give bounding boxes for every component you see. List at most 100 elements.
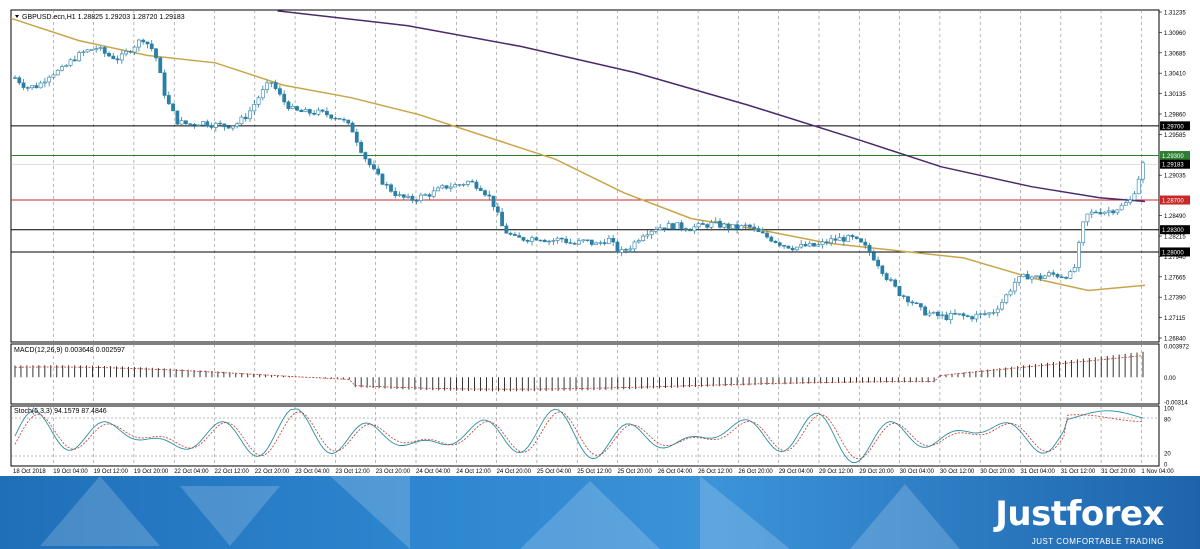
candle-body bbox=[953, 313, 957, 315]
candle-body bbox=[735, 224, 739, 230]
time-tick-label: 30 Oct 20:00 bbox=[980, 469, 1015, 475]
candle-body bbox=[495, 206, 500, 213]
candle-body bbox=[295, 106, 299, 111]
macd-tick-label: -0.00314 bbox=[1164, 401, 1188, 407]
price-tick-label: 1.27940 bbox=[1164, 255, 1186, 261]
candle-body bbox=[342, 118, 346, 121]
candle-body bbox=[931, 311, 936, 314]
candle-body bbox=[970, 316, 974, 320]
candle-body bbox=[1089, 211, 1094, 215]
price-tick-label: 1.26840 bbox=[1164, 337, 1186, 343]
candle-body bbox=[201, 121, 205, 126]
candle-body bbox=[833, 238, 838, 241]
candle-body bbox=[701, 223, 705, 225]
candle-body bbox=[162, 72, 167, 96]
candle-body bbox=[269, 82, 274, 84]
candle-body bbox=[25, 87, 30, 89]
candle-body bbox=[645, 234, 650, 237]
candle-body bbox=[13, 77, 17, 79]
candle-body bbox=[628, 248, 633, 251]
candle-body bbox=[978, 313, 983, 315]
candle-body bbox=[299, 109, 304, 113]
time-tick-label: 19 Oct 20:00 bbox=[134, 469, 169, 475]
candle-body bbox=[115, 58, 120, 61]
candle-body bbox=[837, 237, 842, 241]
candle-body bbox=[359, 141, 363, 153]
candle-body bbox=[897, 286, 902, 296]
candle-body bbox=[769, 236, 774, 242]
candle-body bbox=[218, 122, 222, 125]
candle-body bbox=[1102, 211, 1107, 215]
macd-signal-line bbox=[14, 355, 1144, 390]
candle-body bbox=[141, 39, 146, 43]
candle-body bbox=[124, 50, 128, 55]
candle-body bbox=[555, 237, 560, 241]
candle-body bbox=[184, 120, 188, 125]
candle-body bbox=[1055, 274, 1060, 278]
candle-body bbox=[132, 46, 137, 53]
candle-body bbox=[1136, 178, 1141, 195]
brand-logo[interactable]: Justforex bbox=[995, 494, 1164, 534]
candle-body bbox=[363, 152, 368, 160]
price-tick-label: 1.27115 bbox=[1164, 316, 1186, 322]
ma-slow-line bbox=[277, 10, 1146, 203]
candle-body bbox=[188, 123, 193, 125]
candle-body bbox=[414, 200, 419, 202]
candle-body bbox=[72, 59, 77, 62]
candle-body bbox=[948, 313, 953, 320]
candle-body bbox=[812, 242, 816, 247]
candle-body bbox=[624, 249, 628, 251]
stoch-label: Stoch(5,3,3) 94.1579 87.4846 bbox=[14, 408, 107, 415]
candle-body bbox=[914, 302, 919, 304]
candle-body bbox=[209, 125, 214, 128]
level-tag bbox=[1160, 195, 1190, 205]
candle-body bbox=[149, 43, 154, 50]
brand-tagline: JUST COMFORTABLE TRADING bbox=[1031, 537, 1164, 546]
candle-body bbox=[1077, 242, 1081, 268]
candle-body bbox=[991, 312, 996, 314]
chart-canvas: 1.29700 1.29300 1.28700 1.28300 1.28000 1.291… bbox=[10, 9, 1190, 475]
time-tick-label: 25 Oct 12:00 bbox=[577, 469, 612, 475]
time-tick-label: 22 Oct 20:00 bbox=[255, 469, 290, 475]
candle-body bbox=[799, 244, 804, 248]
candle-body bbox=[384, 184, 389, 186]
candle-body bbox=[748, 224, 752, 228]
candle-body bbox=[581, 239, 586, 242]
price-tick-label: 1.29585 bbox=[1164, 133, 1186, 139]
candle-body bbox=[636, 240, 641, 243]
candle-body bbox=[752, 226, 757, 229]
candle-body bbox=[47, 76, 52, 83]
candle-body bbox=[166, 95, 171, 105]
candle-body bbox=[859, 238, 863, 243]
candle-body bbox=[17, 77, 22, 84]
candle-body bbox=[936, 311, 940, 317]
candle-body bbox=[880, 265, 885, 274]
candle-body bbox=[1072, 267, 1077, 272]
candle-body bbox=[1124, 202, 1128, 206]
candle-body bbox=[760, 231, 765, 234]
candle-body bbox=[910, 301, 915, 304]
candle-body bbox=[1141, 162, 1145, 180]
current-price-tag bbox=[1160, 159, 1190, 169]
collapse-icon[interactable] bbox=[15, 15, 19, 18]
level-tag bbox=[1160, 121, 1190, 131]
candle-body bbox=[611, 238, 616, 243]
candle-body bbox=[594, 242, 598, 245]
candle-body bbox=[1132, 193, 1137, 201]
candle-body bbox=[795, 246, 799, 251]
candle-body bbox=[513, 234, 517, 236]
candle-body bbox=[598, 242, 603, 244]
level-label: 1.29300 bbox=[1162, 154, 1184, 160]
candle-body bbox=[1064, 276, 1068, 279]
time-tick-label: 19 Oct 12:00 bbox=[94, 469, 129, 475]
candle-body bbox=[346, 119, 351, 124]
candle-body bbox=[726, 223, 731, 229]
candle-body bbox=[393, 191, 398, 197]
candle-body bbox=[1068, 271, 1073, 279]
candle-body bbox=[842, 237, 846, 242]
candle-body bbox=[145, 41, 150, 45]
level-tag bbox=[1160, 247, 1190, 257]
candle-body bbox=[154, 48, 158, 59]
candle-body bbox=[423, 194, 428, 196]
candle-body bbox=[243, 116, 248, 120]
